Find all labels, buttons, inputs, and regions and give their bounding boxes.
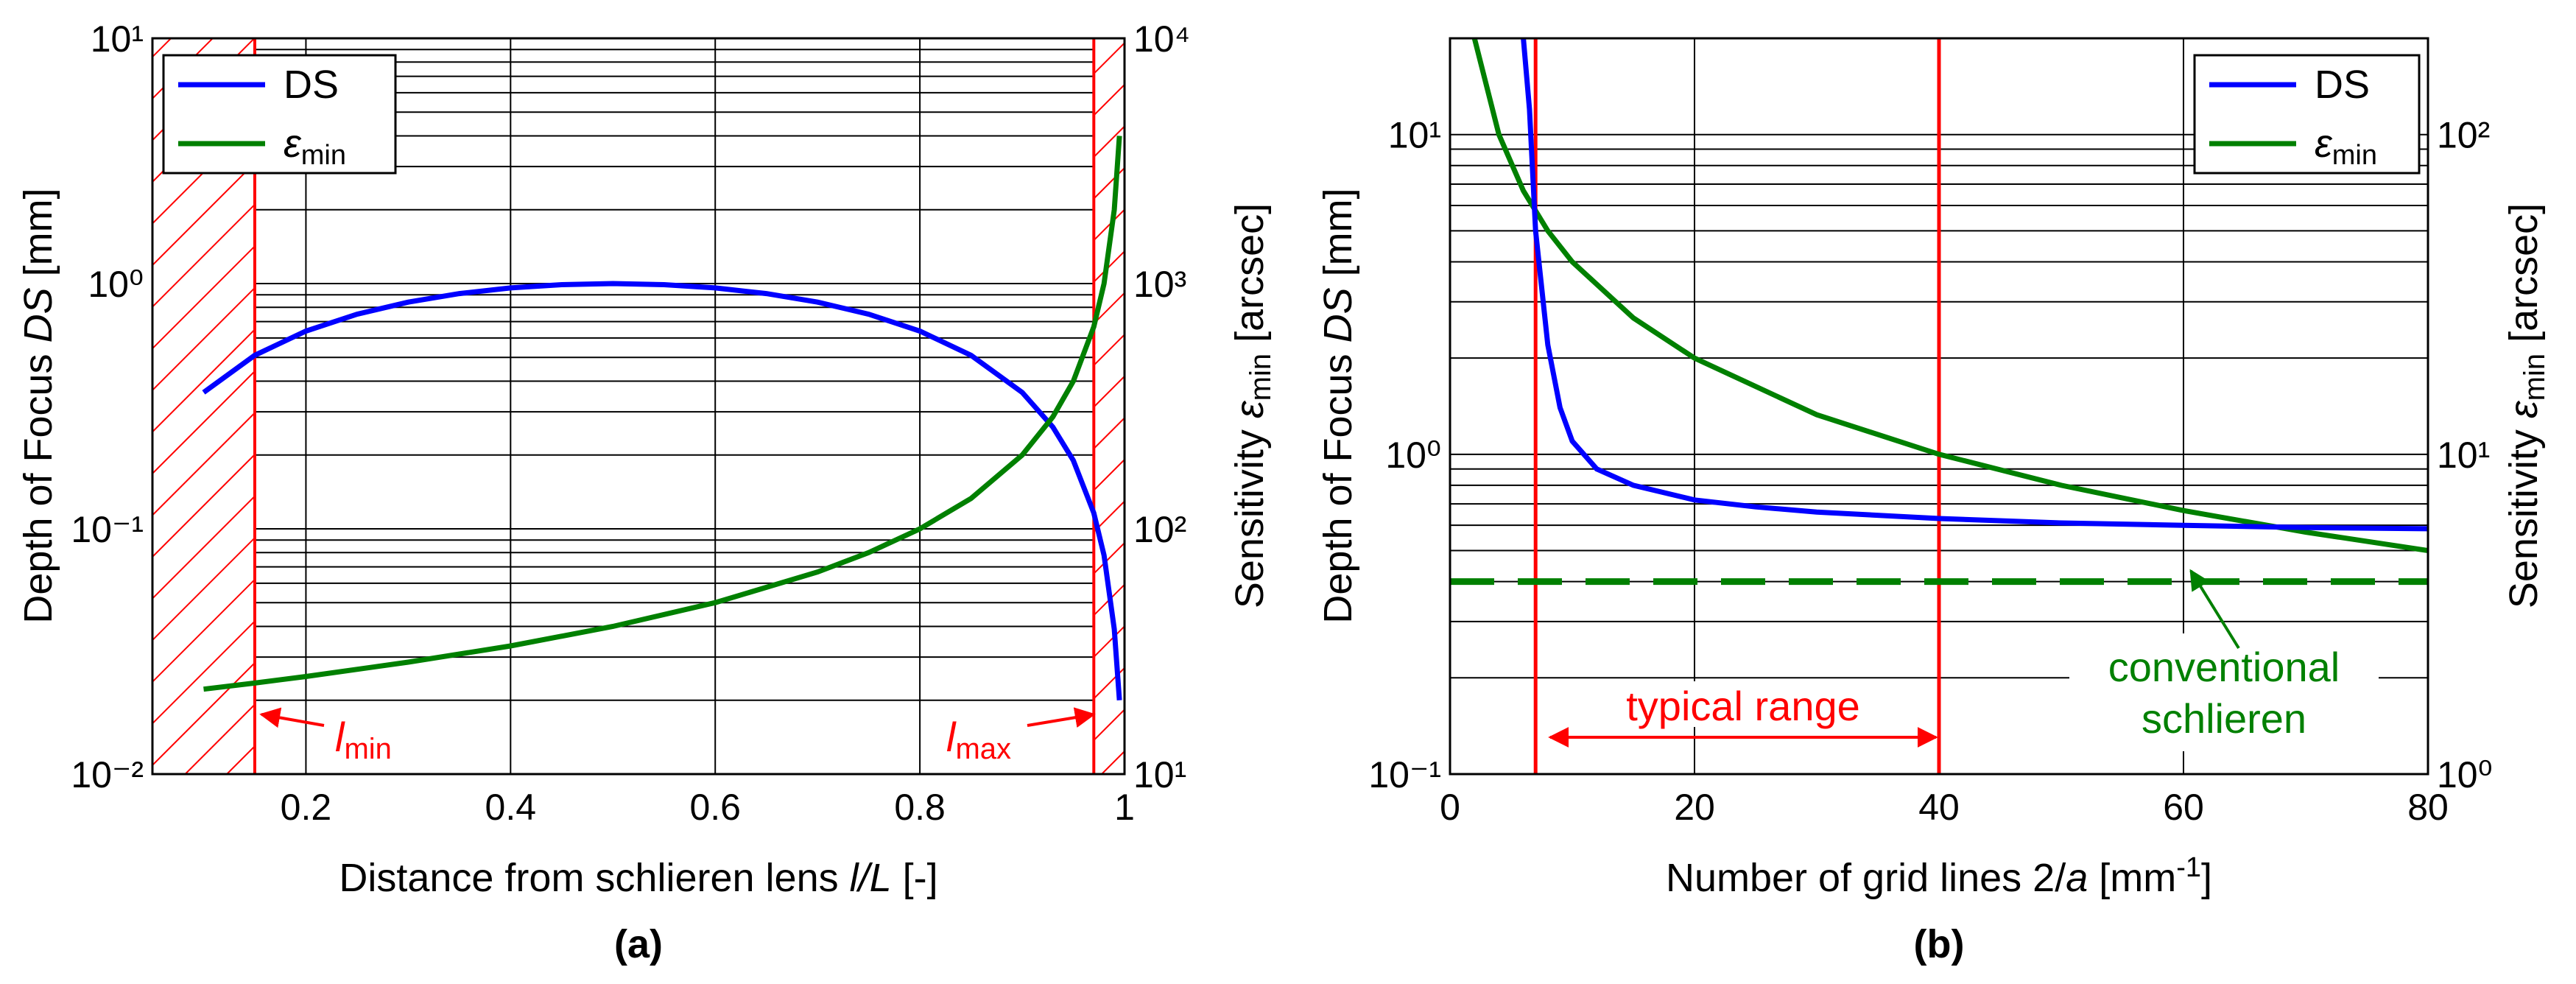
- conventional-label-line2: schlieren: [2142, 695, 2306, 742]
- y-right-axis-label-b: Sensitivity εmin [arcsec]: [2502, 203, 2551, 608]
- xlabel-a-var: l/L: [850, 856, 892, 900]
- lmax-sub: max: [955, 733, 1011, 765]
- ylabel-left-b-post: [mm]: [1316, 188, 1360, 287]
- xlabel-b-pre: Number of grid lines 2/: [1666, 856, 2066, 900]
- series-ds-b: [1521, 38, 2428, 532]
- legend-label-emin-b: εmin: [2315, 122, 2377, 171]
- x-tick-label: 80: [2407, 787, 2449, 828]
- y-right-tick-label: 10³: [1133, 264, 1186, 305]
- y-left-tick-label: 10⁰: [88, 264, 144, 305]
- xlabel-a-post: [-]: [892, 856, 938, 900]
- chart-panel-a: 0.2 0.4 0.6 0.8 110⁻²10⁻¹10⁰10¹10¹10²10³10⁴ …: [16, 18, 1277, 966]
- legend-b: DS εmin: [2193, 54, 2421, 175]
- ylabel-right-a-pre: Sensitivity: [1228, 418, 1272, 608]
- caption-a: (a): [614, 922, 663, 966]
- legend-label-emin-a: εmin: [284, 122, 346, 171]
- annotation-lmax: lmax: [946, 714, 1011, 765]
- x-tick-label: 60: [2163, 787, 2204, 828]
- y-left-tick-label: 10⁻¹: [1368, 754, 1441, 795]
- series-emin-b: [1471, 38, 2428, 553]
- lmin-sub: min: [344, 733, 391, 765]
- legend-emin-b-sub: min: [2332, 140, 2377, 171]
- y-right-tick-label: 10⁰: [2437, 754, 2493, 795]
- x-tick-label: 1: [1114, 787, 1135, 828]
- lmax-arrow: [1027, 707, 1096, 728]
- ylabel-right-a-sub: min: [1245, 354, 1277, 401]
- ticks-b: 0 20 40 60 80 10⁻¹ 10⁰ 10¹ 10⁰ 10¹ 10²: [1368, 115, 2492, 828]
- y-right-tick-label: 10¹: [1133, 754, 1186, 795]
- ylabel-right-a-var: ε: [1228, 400, 1272, 418]
- legend-label-ds-b: DS: [2315, 63, 2370, 107]
- y-left-tick-label: 10⁻¹: [71, 509, 144, 550]
- x-tick-label: 0: [1440, 787, 1460, 828]
- legend-box-b: [2193, 54, 2421, 175]
- legend-box-a: [162, 54, 397, 175]
- conventional-arrow: [2189, 569, 2240, 650]
- y-right-tick-label: 10²: [2437, 115, 2490, 156]
- x-axis-label-a: Distance from schlieren lens l/L [-]: [339, 856, 937, 900]
- series-ds-a: [202, 281, 1122, 701]
- plot-frame-b: [1449, 37, 2429, 776]
- legend-emin-a-var: ε: [284, 122, 302, 166]
- lmax-var: l: [946, 714, 957, 760]
- y-right-axis-label-a: Sensitivity εmin [arcsec]: [1228, 203, 1277, 608]
- ylabel-left-a-pre: Depth of Focus: [16, 342, 60, 623]
- legend-a: DS εmin: [162, 54, 397, 175]
- x-tick-label: 20: [1674, 787, 1715, 828]
- ylabel-left-b-var: DS: [1316, 287, 1360, 342]
- y-left-tick-label: 10¹: [91, 18, 144, 60]
- y-right-tick-label: 10⁴: [1133, 18, 1190, 60]
- ticks-a: 0.2 0.4 0.6 0.8 1 10⁻² 10⁻¹ 10⁰ 10¹ 10¹ 10² 10³ 10⁴: [71, 18, 1190, 828]
- x-tick-label: 0.2: [281, 787, 332, 828]
- range-lines-b: [1533, 38, 1941, 774]
- series-emin-a: [203, 136, 1122, 692]
- xlabel-b-var: a: [2066, 856, 2088, 900]
- plot-frame-a: [151, 37, 1126, 776]
- y-left-tick-label: 10⁻²: [71, 754, 144, 795]
- x-tick-label: 0.8: [894, 787, 946, 828]
- y-left-axis-label-b: Depth of Focus DS [mm]: [1316, 188, 1360, 623]
- xlabel-b-end: ]: [2201, 856, 2212, 900]
- ylabel-right-b-post: [arcsec]: [2502, 203, 2546, 354]
- y-left-tick-label: 10¹: [1388, 115, 1441, 156]
- ylabel-left-a-post: [mm]: [16, 188, 60, 287]
- y-right-tick-label: 10¹: [2437, 435, 2490, 476]
- y-left-tick-label: 10⁰: [1385, 435, 1441, 476]
- ylabel-left-a-var: DS: [16, 287, 60, 342]
- lmin-var: l: [335, 714, 345, 760]
- xlabel-a-pre: Distance from schlieren lens: [339, 856, 849, 900]
- x-tick-label: 40: [1918, 787, 1960, 828]
- legend-label-ds-a: DS: [284, 63, 339, 107]
- x-tick-label: 0.4: [485, 787, 537, 828]
- xlabel-b-sup: -1: [2176, 852, 2201, 883]
- ylabel-left-b-pre: Depth of Focus: [1316, 342, 1360, 623]
- legend-emin-a-sub: min: [301, 140, 346, 171]
- xlabel-b-post: [mm: [2088, 856, 2176, 900]
- typical-range-bg: [1587, 681, 1896, 727]
- legend-emin-b-var: ε: [2315, 122, 2333, 166]
- annotation-lmin: lmin: [335, 714, 392, 765]
- ylabel-right-b-var: ε: [2502, 400, 2546, 418]
- ylabel-right-b-sub: min: [2519, 354, 2551, 401]
- typical-range-label: typical range: [1626, 683, 1860, 729]
- ylabel-right-a-post: [arcsec]: [1228, 203, 1272, 354]
- conventional-label-line1: conventional: [2108, 644, 2340, 690]
- caption-b: (b): [1914, 922, 1965, 966]
- conventional-label-bg: [2069, 633, 2379, 751]
- y-right-tick-label: 10²: [1133, 509, 1186, 550]
- x-axis-label-b: Number of grid lines 2/a [mm-1]: [1666, 852, 2212, 900]
- lmin-arrow: [259, 707, 325, 728]
- ylabel-right-b-pre: Sensitivity: [2502, 418, 2546, 608]
- x-tick-label: 0.6: [689, 787, 741, 828]
- y-left-axis-label-a: Depth of Focus DS [mm]: [16, 188, 60, 623]
